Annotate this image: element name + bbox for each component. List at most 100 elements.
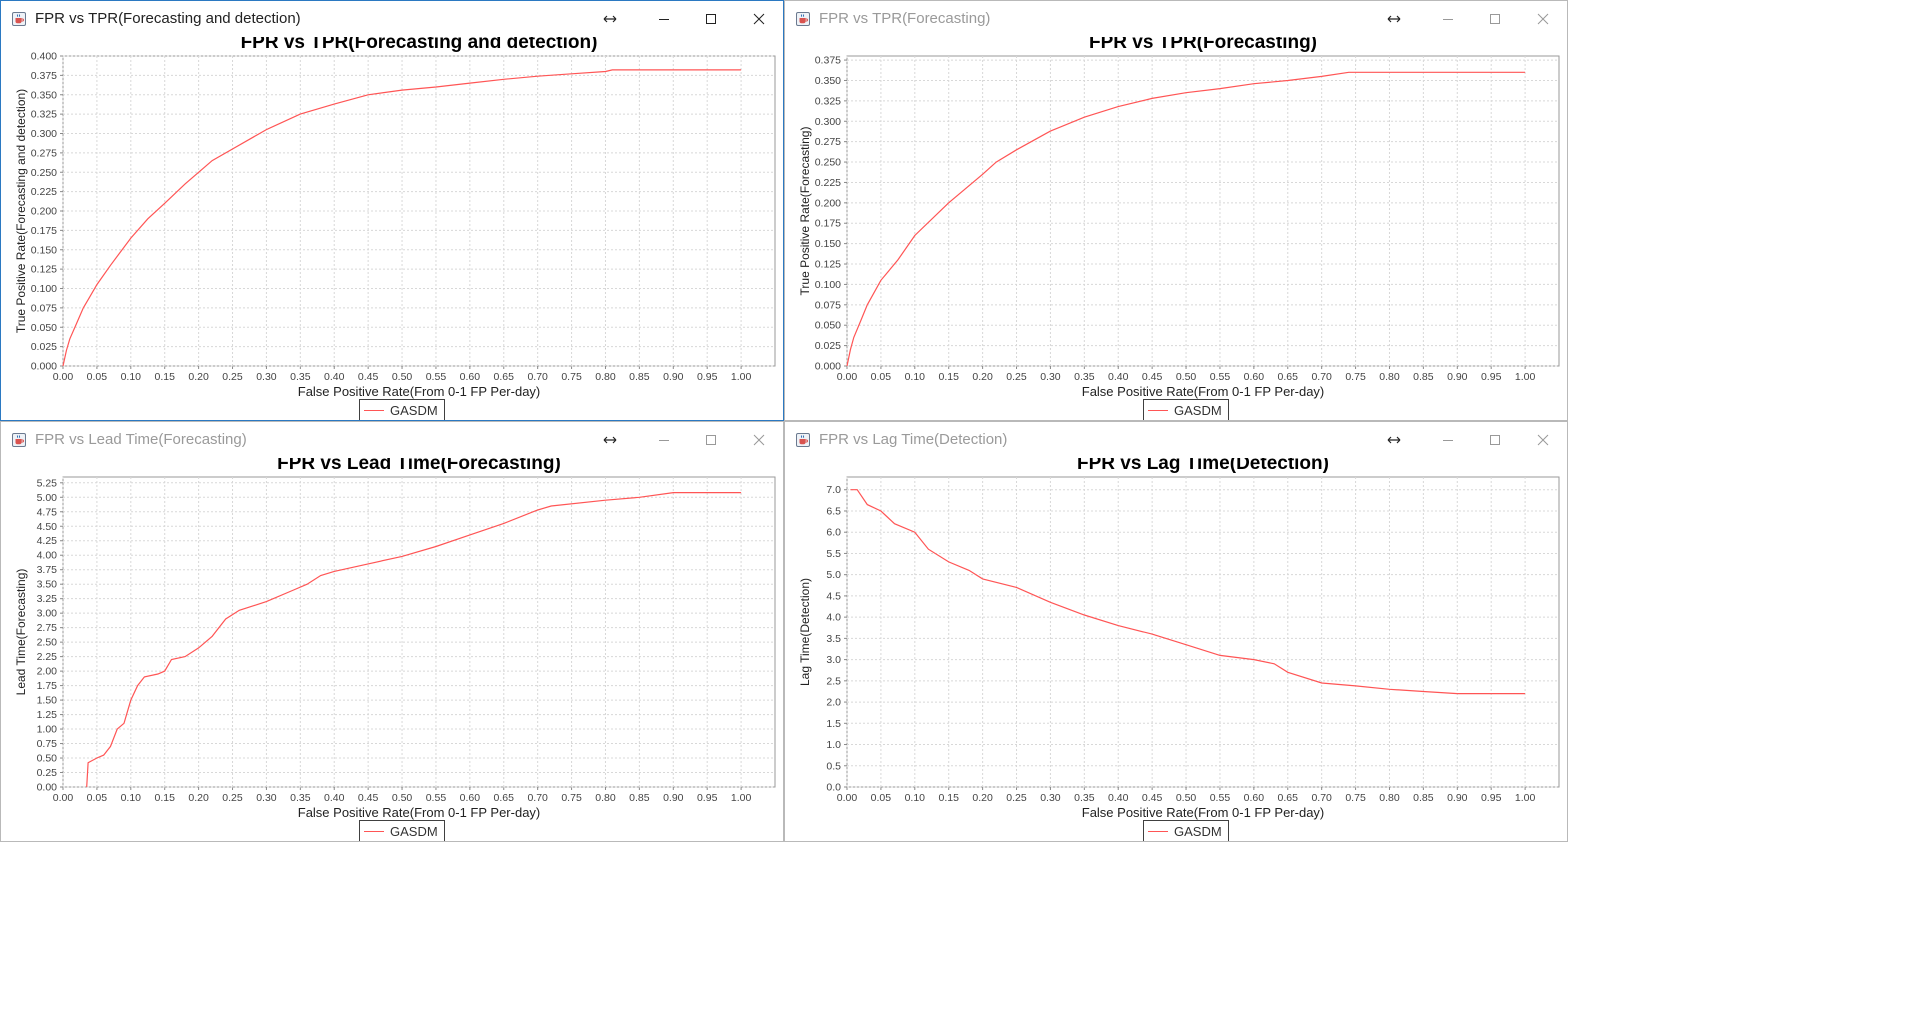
y-tick-label: 0.325	[31, 109, 57, 121]
x-tick-label: 0.30	[1040, 371, 1061, 383]
close-button[interactable]	[744, 7, 774, 31]
x-tick-label: 0.50	[392, 792, 413, 804]
x-tick-label: 0.35	[290, 792, 311, 804]
close-button[interactable]	[1528, 428, 1558, 452]
x-tick-label: 0.70	[527, 792, 548, 804]
minimize-button[interactable]	[1433, 7, 1463, 31]
x-tick-label: 0.10	[121, 792, 142, 804]
minimize-button[interactable]	[649, 7, 679, 31]
window-title: FPR vs TPR(Forecasting and detection)	[35, 10, 301, 27]
x-tick-label: 0.45	[358, 371, 379, 383]
y-tick-label: 0.225	[31, 186, 57, 198]
resize-arrow-icon	[1379, 7, 1409, 31]
chart-svg: FPR vs TPR(Forecasting)0.00 0.05 0.10 0.15 0…	[798, 37, 1560, 399]
chart-svg: FPR vs TPR(Forecasting and detection) 0.0…	[14, 37, 776, 399]
x-tick-label: 0.50	[392, 371, 413, 383]
window-fpr-tpr-forecasting-detection[interactable]: FPR vs TPR(Forecasting and detection) FP…	[0, 0, 784, 421]
x-tick-label: 0.40	[324, 792, 345, 804]
y-tick-label: 0.000	[31, 361, 57, 373]
x-tick-label: 0.00	[837, 792, 858, 804]
y-tick-label: 3.5	[826, 633, 841, 645]
chart-title: FPR vs Lead Time(Forecasting)	[277, 458, 561, 474]
maximize-button[interactable]	[696, 428, 726, 452]
y-tick-label: 0.325	[815, 95, 841, 107]
x-tick-label: 0.25	[222, 371, 243, 383]
window-fpr-lead-time-forecasting[interactable]: FPR vs Lead Time(Forecasting) FPR vs Lea…	[0, 421, 784, 842]
x-tick-label: 0.90	[1447, 371, 1468, 383]
y-tick-label: 0.025	[31, 341, 57, 353]
x-tick-label: 0.35	[1074, 792, 1095, 804]
title-bar[interactable]: FPR vs TPR(Forecasting)	[785, 1, 1567, 37]
x-axis-label: False Positive Rate(From 0-1 FP Per-day)	[298, 384, 541, 399]
x-tick-label: 0.90	[663, 792, 684, 804]
title-bar[interactable]: FPR vs TPR(Forecasting and detection)	[1, 1, 783, 37]
x-tick-label: 0.25	[1006, 792, 1027, 804]
y-axis-label: True Positive Rate(Forecasting and detec…	[14, 89, 28, 333]
window-title: FPR vs Lag Time(Detection)	[819, 431, 1008, 448]
x-tick-label: 0.10	[121, 371, 142, 383]
chart-svg: FPR vs Lag Time(Detection) 0.00 0.05 0.10 0.…	[798, 458, 1560, 820]
title-bar[interactable]: FPR vs Lag Time(Detection)	[785, 422, 1567, 458]
y-tick-label: 0.125	[31, 264, 57, 276]
x-tick-label: 0.95	[697, 792, 718, 804]
maximize-button[interactable]	[1480, 428, 1510, 452]
x-tick-label: 0.75	[1345, 792, 1366, 804]
close-button[interactable]	[744, 428, 774, 452]
maximize-button[interactable]	[1480, 7, 1510, 31]
y-tick-label: 0.100	[815, 279, 841, 291]
x-tick-label: 0.40	[324, 371, 345, 383]
x-tick-label: 0.25	[1006, 371, 1027, 383]
y-tick-label: 0.050	[31, 322, 57, 334]
x-tick-label: 0.70	[1311, 371, 1332, 383]
resize-arrow-icon	[595, 7, 625, 31]
y-tick-label: 0.300	[815, 116, 841, 128]
x-tick-label: 0.10	[905, 371, 926, 383]
y-tick-label: 0.075	[31, 302, 57, 314]
x-tick-label: 0.65	[1278, 792, 1299, 804]
chart-legend: GASDM	[359, 820, 445, 841]
y-tick-label: 5.0	[826, 569, 841, 581]
y-tick-label: 0.100	[31, 283, 57, 295]
java-cup-icon	[11, 432, 27, 448]
close-button[interactable]	[1528, 7, 1558, 31]
x-tick-label: 0.55	[426, 371, 447, 383]
x-tick-label: 0.15	[938, 371, 959, 383]
x-tick-label: 0.80	[595, 371, 616, 383]
minimize-button[interactable]	[649, 428, 679, 452]
series-line-gasdm	[846, 71, 1526, 367]
x-tick-label: 0.60	[1244, 371, 1265, 383]
window-fpr-lag-time-detection[interactable]: FPR vs Lag Time(Detection) FPR vs Lag Ti…	[784, 421, 1568, 842]
y-tick-label: 2.25	[37, 651, 58, 663]
y-tick-label: 0.075	[815, 299, 841, 311]
y-tick-label: 0.175	[815, 218, 841, 230]
window-fpr-tpr-forecasting[interactable]: FPR vs TPR(Forecasting) FPR vs TPR(Forec…	[784, 0, 1568, 421]
chart-panel: FPR vs Lead Time(Forecasting) 0.00 0.05 0.1…	[1, 458, 783, 841]
y-tick-label: 3.00	[37, 608, 58, 620]
x-tick-label: 0.30	[256, 792, 277, 804]
y-tick-label: 4.25	[37, 535, 58, 547]
maximize-button[interactable]	[696, 7, 726, 31]
x-tick-label: 0.35	[290, 371, 311, 383]
y-tick-label: 2.75	[37, 622, 58, 634]
x-tick-label: 0.80	[1379, 371, 1400, 383]
x-tick-label: 0.35	[1074, 371, 1095, 383]
legend-line-swatch	[1148, 409, 1168, 411]
y-tick-label: 0.150	[815, 238, 841, 250]
x-tick-label: 0.95	[1481, 371, 1502, 383]
y-tick-label: 6.5	[826, 505, 841, 517]
x-tick-label: 0.00	[837, 371, 858, 383]
java-cup-icon	[795, 432, 811, 448]
x-tick-label: 0.60	[1244, 792, 1265, 804]
title-bar[interactable]: FPR vs Lead Time(Forecasting)	[1, 422, 783, 458]
y-tick-label: 0.300	[31, 128, 57, 140]
x-tick-label: 0.50	[1176, 371, 1197, 383]
x-tick-label: 0.75	[561, 371, 582, 383]
y-axis-label: True Positive Rate(Forecasting)	[798, 127, 812, 296]
y-tick-label: 0.200	[31, 206, 57, 218]
y-tick-label: 3.75	[37, 564, 58, 576]
x-tick-label: 0.85	[629, 792, 650, 804]
y-tick-label: 1.00	[37, 724, 58, 736]
x-tick-label: 0.85	[1413, 792, 1434, 804]
minimize-button[interactable]	[1433, 428, 1463, 452]
y-tick-label: 0.025	[815, 340, 841, 352]
